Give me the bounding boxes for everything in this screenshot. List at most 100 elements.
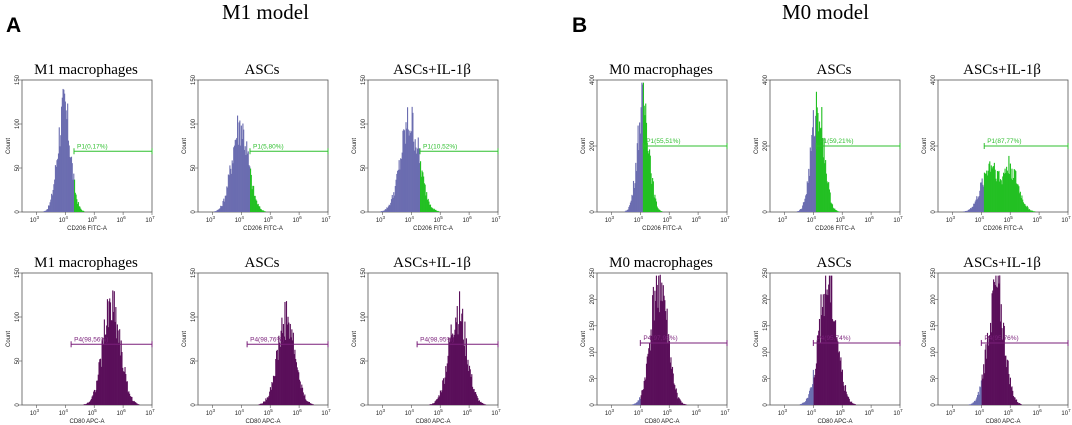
histogram-bar	[83, 404, 86, 405]
histogram-bar	[659, 274, 661, 405]
histogram-bar	[462, 308, 464, 405]
histogram-bar	[1032, 211, 1034, 212]
histogram-bar	[1019, 403, 1021, 405]
histogram-bar	[1034, 211, 1036, 212]
histogram-bar	[72, 179, 74, 212]
histogram-bar	[1003, 325, 1005, 405]
x-tick-label: 104	[975, 408, 985, 417]
gate-label: P4(95,74%)	[816, 335, 850, 342]
histogram-bar	[84, 404, 86, 405]
histogram-bar	[406, 128, 408, 212]
y-tick-label: 200	[931, 294, 937, 305]
histogram-bar	[469, 369, 471, 405]
histogram-bar	[632, 180, 635, 212]
histogram-bar	[986, 358, 988, 405]
histogram-bar	[966, 210, 968, 212]
histogram-bar	[231, 160, 233, 212]
m0-model-title: M0 model	[782, 0, 869, 24]
y-tick-label: 0	[931, 403, 937, 407]
histogram-bar	[639, 398, 641, 405]
histogram-bar	[825, 160, 827, 212]
plot-title: ASCs+IL-1β	[393, 255, 471, 271]
histogram-bar	[1022, 202, 1024, 212]
histogram-bar	[1014, 169, 1016, 212]
histogram-bar	[439, 390, 441, 405]
histogram-bar	[126, 381, 128, 405]
x-tick-label: 106	[865, 215, 875, 224]
histogram-bar	[639, 133, 641, 212]
gate-label: P4(97,98%)	[643, 335, 677, 342]
histogram-bar	[652, 178, 654, 212]
histogram-bar	[312, 404, 314, 405]
histogram-bar	[106, 299, 108, 405]
histogram-bar	[675, 389, 677, 405]
histogram-bar	[671, 366, 674, 405]
gate-label: P4(98,76%)	[250, 336, 284, 343]
histogram-bar	[473, 388, 475, 405]
histogram-bar	[679, 399, 681, 405]
histogram-bar	[654, 194, 656, 212]
histogram-bar	[50, 199, 52, 212]
histogram-bar	[136, 403, 138, 405]
histogram-bar	[813, 136, 815, 212]
histogram-bar	[390, 202, 392, 212]
histogram-bar	[76, 199, 78, 212]
histogram-bar	[832, 207, 834, 212]
x-tick-label: 103	[206, 408, 216, 417]
histogram-bar	[63, 89, 65, 212]
histogram-bar	[973, 400, 976, 405]
y-tick-label: 150	[361, 267, 367, 278]
histogram-bar	[980, 182, 982, 212]
histogram-bar	[815, 115, 817, 212]
histogram-bar	[683, 403, 685, 405]
histogram-bar	[256, 200, 258, 212]
histogram-bar	[238, 122, 240, 212]
histogram-bar	[821, 107, 823, 212]
histogram-bar	[45, 210, 47, 212]
histogram-bar	[433, 403, 435, 405]
histogram-bar	[135, 402, 137, 405]
histogram-bar	[829, 192, 831, 212]
histogram-bar	[638, 400, 640, 405]
histogram-bar	[681, 402, 683, 405]
histogram-bar	[129, 393, 131, 405]
histogram-bar	[634, 403, 636, 405]
histogram-bar	[647, 353, 649, 405]
histogram-bar	[56, 160, 58, 212]
y-tick-label: 250	[763, 267, 769, 278]
histogram-bar	[86, 403, 88, 405]
histogram-bar	[237, 144, 239, 212]
histogram-bar	[650, 329, 652, 405]
histogram-bar	[101, 340, 103, 405]
histogram-bar	[969, 209, 971, 212]
histogram-bar	[397, 170, 399, 212]
histogram-bar	[648, 153, 650, 212]
x-axis-label: CD80 APC-A	[985, 419, 1020, 425]
histogram-bar	[1019, 193, 1021, 212]
histogram-bar	[1014, 397, 1016, 405]
panel-letter-a: A	[6, 14, 22, 37]
x-axis-label: CD80 APC-A	[817, 419, 852, 425]
y-tick-label: 400	[931, 74, 937, 85]
histogram-bar	[68, 145, 70, 212]
histogram-bar	[667, 343, 669, 405]
x-tick-label: 105	[88, 408, 98, 417]
histogram-bar	[655, 300, 657, 405]
histogram-bar	[93, 389, 95, 405]
histogram-bar	[436, 210, 438, 212]
histogram-bar	[429, 404, 432, 405]
histogram-bar	[814, 374, 816, 405]
histogram-bar	[976, 196, 978, 212]
histogram-bar	[92, 395, 94, 405]
histogram-bar	[44, 210, 47, 212]
histogram-bar	[240, 125, 242, 212]
plot-frame	[21, 79, 153, 213]
histogram-bar	[253, 185, 255, 212]
histogram-bar	[684, 403, 686, 405]
histogram-bar	[97, 374, 99, 405]
histogram-bar	[649, 155, 651, 212]
histogram-bar	[804, 402, 806, 405]
histogram-bar	[1030, 210, 1032, 212]
histogram-bar	[814, 135, 816, 212]
histogram-bar	[436, 399, 438, 405]
